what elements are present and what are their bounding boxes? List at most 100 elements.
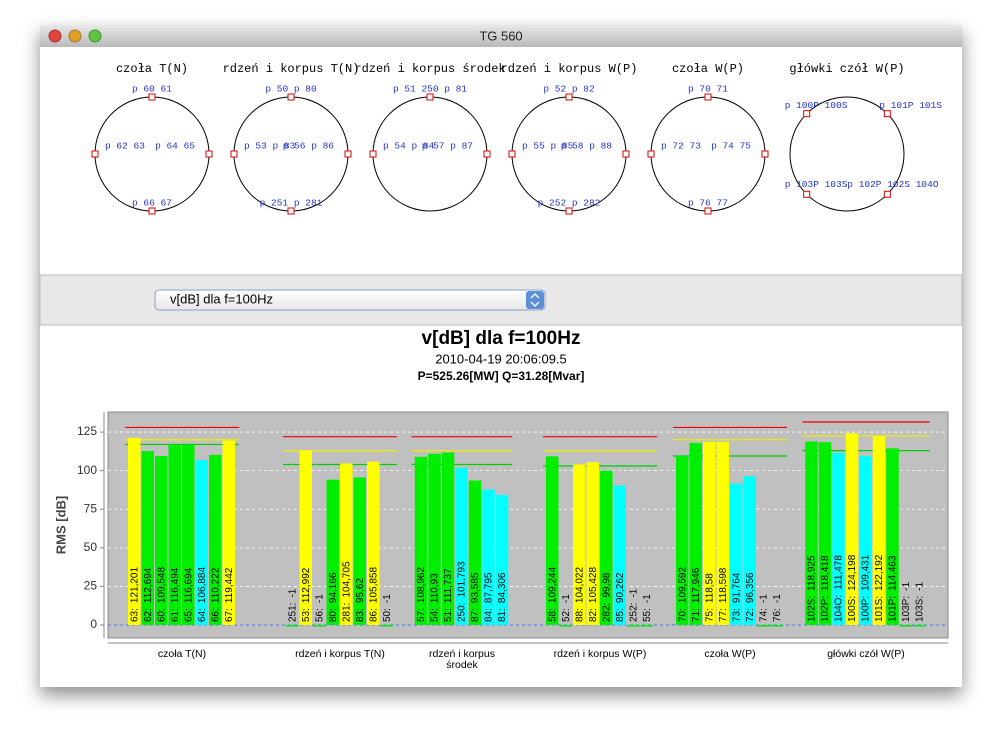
x-tick-label: rdzeń i korpus T(N): [295, 648, 385, 660]
zoom-button[interactable]: [88, 29, 102, 43]
sensor-point: [230, 150, 238, 158]
bar-id: 70:: [677, 608, 688, 622]
bar-label: 64: 106,884: [196, 567, 207, 622]
sensor-label: p 100P 100S: [785, 100, 848, 111]
sensor-label: p 51 250 p 81: [393, 84, 467, 95]
bar: [573, 464, 586, 626]
bar-id: 58:: [547, 608, 558, 622]
bar-id: 57:: [416, 608, 427, 622]
bar-value: 110,222: [210, 567, 221, 603]
bar: [757, 625, 770, 627]
bar-id: 50:: [381, 608, 392, 622]
sensor-point: [761, 150, 769, 158]
bar-label: 101P: 114,463: [887, 555, 898, 622]
sensor-label: p 252 p 282: [538, 198, 601, 209]
bar: [676, 455, 689, 626]
sensor-point: [803, 110, 811, 118]
diagram-title: czoła W(P): [672, 62, 744, 76]
bar-id: 250:: [456, 603, 467, 622]
bar-value: -1: [560, 594, 571, 603]
bar-value: -1: [771, 594, 782, 603]
dropdown-arrow-box: [526, 291, 544, 309]
bar-id: 100P:: [860, 596, 871, 622]
chart-title: v[dB] dla f=100Hz: [422, 328, 581, 349]
y-tick-label: 0: [90, 617, 97, 631]
bar-value: 118,925: [806, 555, 817, 591]
close-button[interactable]: [48, 29, 62, 43]
bar-id: 66:: [210, 608, 221, 622]
bar-label: 103S: -1: [914, 582, 925, 622]
bar-value: -1: [641, 594, 652, 603]
sensor-label: p 55 p 85: [522, 141, 574, 152]
bar: [367, 461, 380, 626]
bar: [640, 625, 653, 627]
y-tick-label: 50: [84, 540, 98, 554]
bar-id: 103P:: [901, 596, 912, 622]
bar-value: 109,431: [860, 554, 871, 591]
bar-label: 281: 104,705: [341, 561, 352, 622]
sensor-label: p 50 p 80: [265, 84, 317, 95]
minimize-button[interactable]: [68, 29, 82, 43]
dropdown[interactable]: [154, 289, 546, 311]
sensor-point: [704, 207, 712, 215]
bar: [730, 483, 743, 626]
x-tick-label: główki czół W(P): [827, 648, 905, 660]
bar: [155, 455, 168, 626]
bar-value: 104,705: [341, 561, 352, 598]
bar-label: 76: -1: [771, 594, 782, 622]
bar-value: 117,946: [690, 567, 701, 603]
bar-value: 112,694: [142, 567, 153, 603]
bar-value: 109,548: [156, 567, 167, 604]
bar: [209, 454, 222, 626]
sensor-label: p 58 p 88: [561, 141, 613, 152]
sensor-point: [426, 93, 434, 101]
bar-label: 100P: 109,431: [860, 554, 871, 622]
bar-label: 53: 112,992: [300, 567, 311, 622]
sensor-point: [883, 190, 891, 198]
bar-id: 52:: [560, 608, 571, 622]
bar: [716, 441, 729, 626]
title-bar: [40, 25, 962, 47]
sensor-point: [483, 150, 491, 158]
bar-label: 100S: 124,198: [847, 554, 858, 622]
bar-value: 122,192: [874, 554, 885, 591]
bar-label: 72: 96,356: [744, 572, 755, 622]
bar: [899, 625, 913, 627]
bar-id: 77:: [717, 608, 728, 622]
bar-value: 90,262: [614, 572, 625, 603]
bar-value: 104,022: [574, 567, 585, 604]
x-tick-label: rdzeń i korpus W(P): [554, 648, 647, 660]
bar: [832, 452, 845, 626]
bar-id: 101S:: [874, 596, 885, 622]
bar: [353, 477, 366, 626]
diagrams: czoła T(N) p 60 61 p 62 63 p 64 65 p 66 67 rd…: [91, 62, 942, 215]
bar-value: -1: [901, 582, 912, 591]
sensor-point: [91, 150, 99, 158]
bar-id: 61:: [169, 608, 180, 622]
bar-id: 81:: [497, 608, 508, 622]
sensor-point: [565, 207, 573, 215]
chart: v[dB] dla f=100Hz 2010-04-19 20:06:09.5 …: [53, 328, 949, 671]
sensor-label: p 74 75: [711, 141, 751, 152]
bar-value: 87,795: [483, 572, 494, 603]
bar-id: 103S:: [914, 596, 925, 622]
bar: [195, 460, 208, 626]
bar-value: 110,93: [429, 573, 440, 603]
bar-value: 84,306: [497, 572, 508, 603]
bar-label: 101S: 122,192: [874, 554, 885, 622]
bar: [414, 456, 428, 626]
sensor-label: p 52 p 82: [543, 84, 595, 95]
bar-label: 63: 121,201: [129, 567, 140, 622]
bar-id: 74:: [758, 608, 769, 622]
sensor-ring: [789, 96, 905, 212]
bar: [559, 625, 572, 627]
bar-value: 118,598: [717, 567, 728, 603]
bar: [845, 433, 859, 626]
bar-value: 95,62: [354, 578, 365, 603]
bar-label: 74: -1: [758, 594, 769, 622]
bar-id: 55:: [641, 608, 652, 622]
bar-label: 51: 111,737: [443, 568, 454, 622]
diagram-title: czoła T(N): [116, 62, 188, 76]
bar-label: 73: 91,764: [731, 572, 742, 622]
bar-value: -1: [381, 594, 392, 603]
